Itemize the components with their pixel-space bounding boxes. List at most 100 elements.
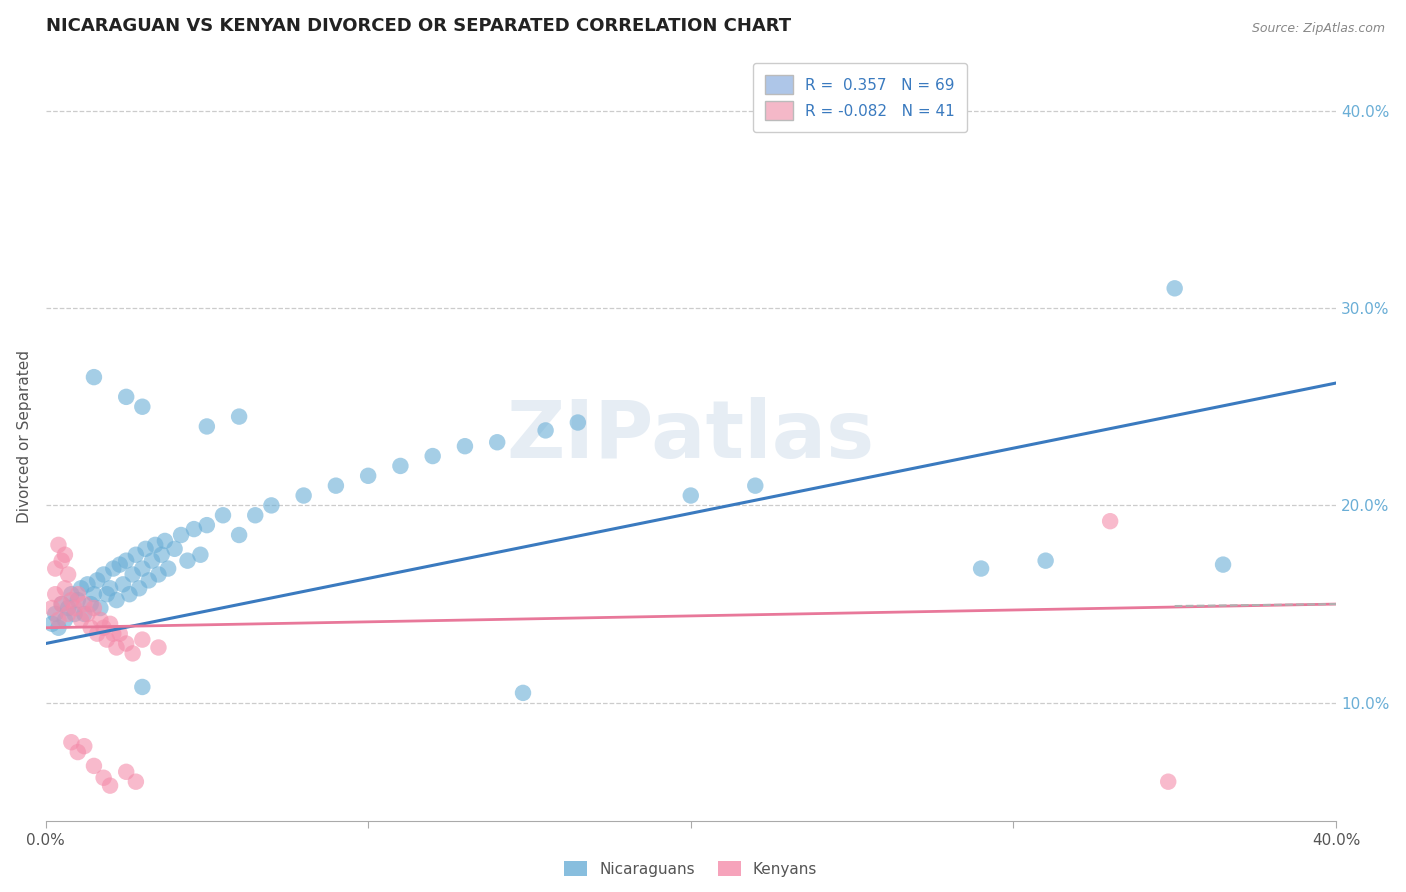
Point [118, 587, 141, 601]
Point [73, 739, 96, 754]
Point [212, 508, 235, 523]
Text: ZIPatlas: ZIPatlas [506, 397, 875, 475]
Point [89, 601, 111, 615]
Point [108, 558, 131, 572]
Text: NICARAGUAN VS KENYAN DIVORCED OR SEPARATED CORRELATION CHART: NICARAGUAN VS KENYAN DIVORCED OR SEPARAT… [45, 17, 790, 35]
Point [56, 567, 79, 582]
Point [512, 686, 534, 700]
Point [73, 607, 96, 621]
Point [44, 587, 66, 601]
Point [422, 449, 444, 463]
Point [143, 538, 166, 552]
Point [80, 597, 103, 611]
Point [131, 632, 153, 647]
Point [76, 577, 98, 591]
Point [86, 574, 108, 588]
Point [245, 508, 267, 523]
Point [70, 613, 93, 627]
Point [56, 601, 79, 615]
Point [111, 577, 134, 591]
Point [125, 774, 148, 789]
Point [125, 548, 148, 562]
Text: Source: ZipAtlas.com: Source: ZipAtlas.com [1251, 22, 1385, 36]
Point [292, 489, 315, 503]
Point [121, 567, 143, 582]
Point [80, 621, 103, 635]
Point [60, 593, 83, 607]
Point [115, 554, 138, 568]
Point [183, 522, 205, 536]
Point [98, 616, 121, 631]
Point [1099, 514, 1122, 528]
Point [41, 616, 63, 631]
Point [1157, 774, 1180, 789]
Point [228, 409, 250, 424]
Point [51, 597, 73, 611]
Point [389, 458, 412, 473]
Point [96, 632, 118, 647]
Point [60, 735, 83, 749]
Point [141, 554, 163, 568]
Point [679, 489, 702, 503]
Point [153, 533, 176, 548]
Point [44, 561, 66, 575]
Y-axis label: Divorced or Separated: Divorced or Separated [17, 350, 32, 523]
Point [1163, 281, 1185, 295]
Point [66, 593, 89, 607]
Point [357, 468, 380, 483]
Point [744, 478, 766, 492]
Point [53, 613, 76, 627]
Point [98, 779, 121, 793]
Point [1035, 554, 1057, 568]
Point [131, 561, 153, 575]
Point [96, 587, 118, 601]
Point [103, 626, 125, 640]
Point [108, 626, 131, 640]
Point [86, 626, 108, 640]
Point [83, 370, 105, 384]
Point [163, 541, 186, 556]
Point [103, 561, 125, 575]
Point [66, 745, 89, 759]
Point [325, 478, 347, 492]
Point [567, 416, 589, 430]
Point [170, 528, 193, 542]
Point [56, 607, 79, 621]
Point [157, 561, 180, 575]
Point [105, 593, 128, 607]
Point [150, 548, 173, 562]
Point [53, 548, 76, 562]
Point [115, 390, 138, 404]
Point [195, 419, 218, 434]
Point [138, 574, 160, 588]
Point [260, 499, 283, 513]
Point [534, 424, 557, 438]
Point [53, 582, 76, 596]
Point [48, 538, 70, 552]
Point [70, 582, 93, 596]
Point [970, 561, 993, 575]
Point [93, 771, 115, 785]
Point [93, 567, 115, 582]
Point [190, 548, 212, 562]
Point [48, 613, 70, 627]
Point [48, 621, 70, 635]
Point [228, 528, 250, 542]
Point [131, 400, 153, 414]
Point [83, 601, 105, 615]
Point [83, 587, 105, 601]
Point [121, 647, 143, 661]
Point [98, 582, 121, 596]
Point [73, 597, 96, 611]
Point [76, 607, 98, 621]
Point [128, 582, 150, 596]
Point [486, 435, 509, 450]
Legend: Nicaraguans, Kenyans: Nicaraguans, Kenyans [558, 855, 824, 883]
Point [93, 621, 115, 635]
Point [131, 680, 153, 694]
Point [454, 439, 477, 453]
Point [51, 597, 73, 611]
Point [44, 607, 66, 621]
Point [1212, 558, 1234, 572]
Point [89, 613, 111, 627]
